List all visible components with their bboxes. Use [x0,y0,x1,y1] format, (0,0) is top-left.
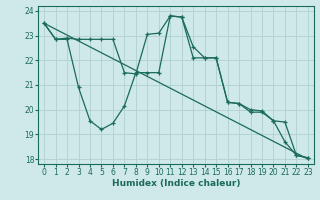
X-axis label: Humidex (Indice chaleur): Humidex (Indice chaleur) [112,179,240,188]
